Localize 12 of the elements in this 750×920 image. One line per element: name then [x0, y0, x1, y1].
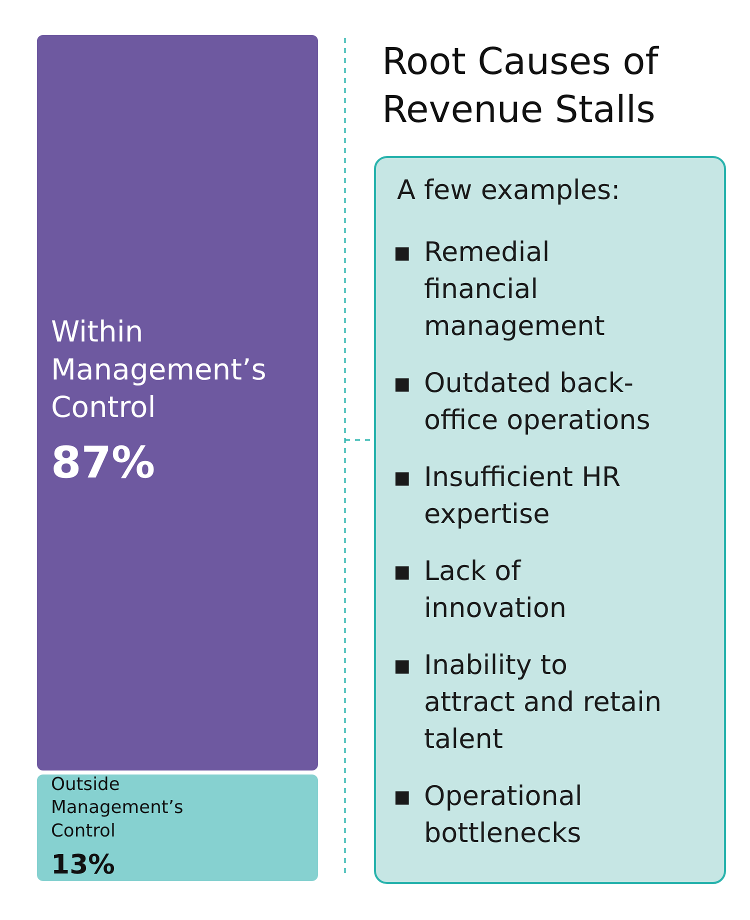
- text: Root Causes of Revenue Stalls: [382, 40, 660, 131]
- text: ▪ Insufficient HR expertise: [393, 462, 621, 530]
- text: A few examples:: [397, 175, 620, 206]
- text: ▪ Operational bottlenecks: [393, 781, 582, 849]
- text: ▪ Inability to attract and retain talent: [393, 650, 662, 755]
- series-label: Outside Management’s Control: [51, 774, 184, 842]
- data-label: 87%: [51, 438, 156, 488]
- data-label: 13%: [51, 850, 115, 881]
- text: ▪ Lack of innovation: [393, 556, 566, 624]
- text: ▪ Outdated back- office operations: [393, 368, 650, 436]
- series-label: Within Management’s Control: [51, 314, 266, 424]
- text: ▪ Remedial financial management: [393, 237, 605, 342]
